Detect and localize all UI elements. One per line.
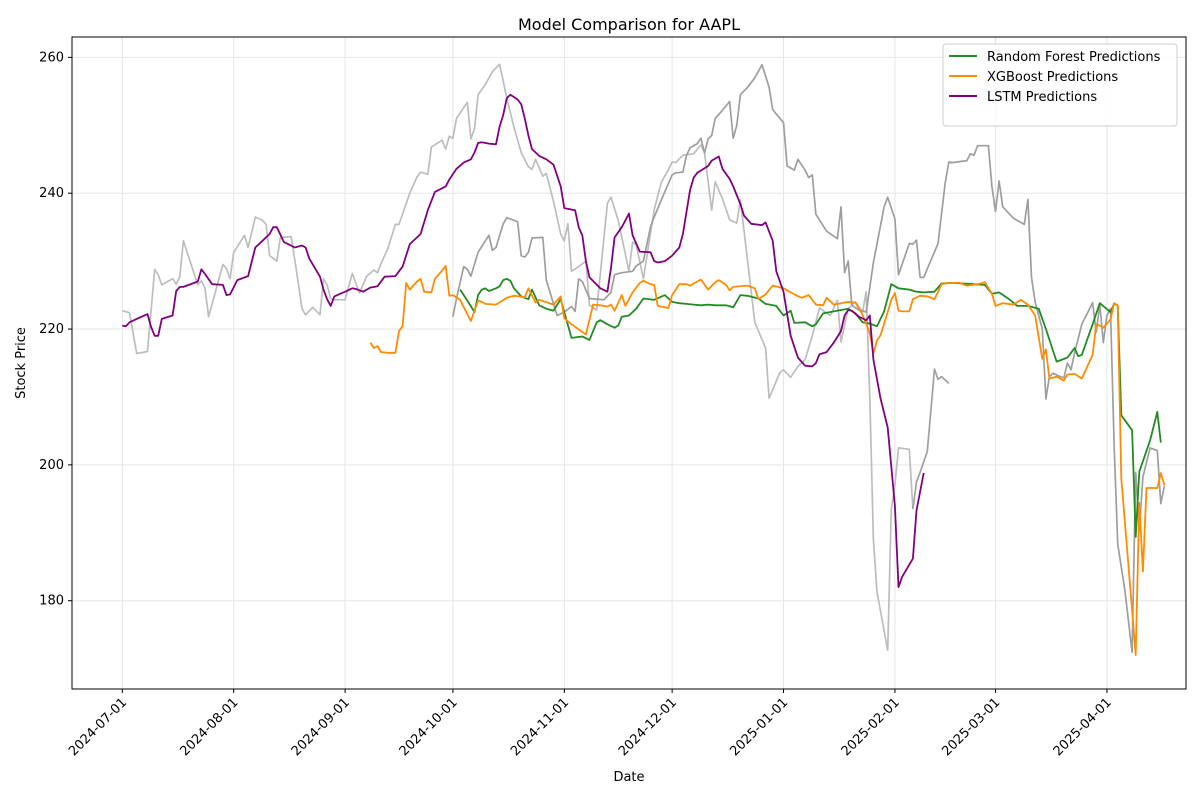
x-tick-label: 2024-08-01 [178, 695, 242, 759]
x-tick-label: 2024-07-01 [66, 695, 130, 759]
x-tick-label: 2024-12-01 [616, 695, 680, 759]
y-tick-label: 220 [39, 322, 64, 337]
legend-label: LSTM Predictions [987, 90, 1097, 105]
x-tick-label: 2025-02-01 [839, 695, 903, 759]
x-axis-title: Date [613, 770, 644, 785]
legend: Random Forest Predictions XGBoost Predict… [942, 43, 1178, 127]
actual-price-line-0 [122, 63, 914, 652]
legend-label: XGBoost Predictions [987, 70, 1118, 85]
x-tick-label: 2024-11-01 [508, 695, 572, 759]
actual-price-line-2 [452, 63, 1166, 654]
x-tick-label: 2025-04-01 [1051, 695, 1115, 759]
plot-frame [71, 36, 1187, 690]
lstm-predictions-line [122, 93, 925, 588]
y-tick-label: 260 [39, 50, 64, 65]
y-axis-title: Stock Price [14, 327, 29, 399]
grid-lines [72, 37, 1186, 689]
x-tick-label: 2025-03-01 [939, 695, 1003, 759]
y-tick-label: 200 [39, 458, 64, 473]
x-tick-label: 2024-09-01 [289, 695, 353, 759]
chart-title: Model Comparison for AAPL [518, 15, 740, 34]
series-lines [122, 63, 1166, 656]
xgboost-predictions-line [369, 264, 1166, 656]
x-tick-label: 2025-01-01 [727, 695, 791, 759]
random-forest-predictions-line [459, 277, 1162, 538]
y-tick-label: 240 [39, 186, 64, 201]
legend-box [942, 43, 1178, 127]
actual-price-line-1 [912, 368, 950, 510]
x-tick-label: 2024-10-01 [397, 695, 461, 759]
plot-background [72, 37, 1186, 689]
legend-label: Random Forest Predictions [987, 50, 1161, 65]
y-tick-label: 180 [39, 594, 64, 609]
